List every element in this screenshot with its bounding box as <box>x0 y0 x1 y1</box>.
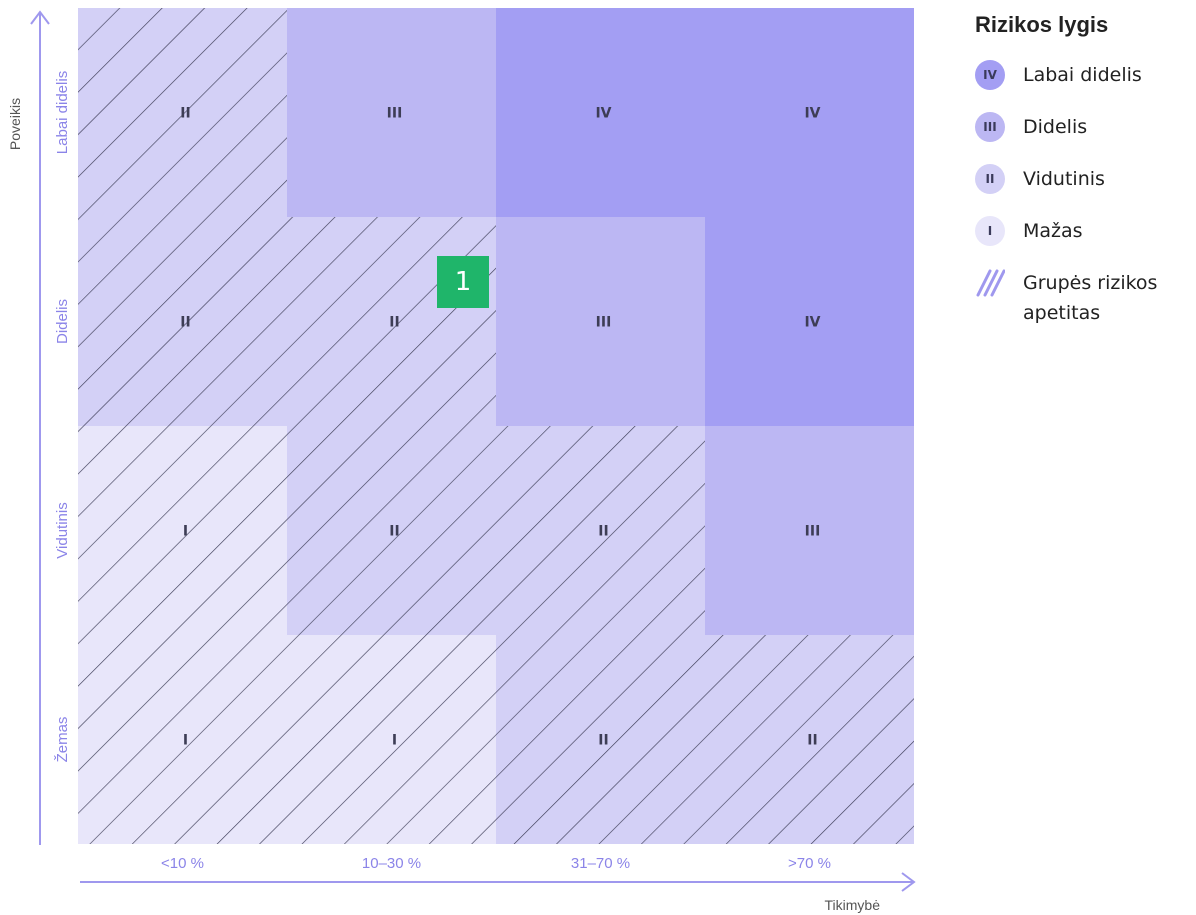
probability-level-label: 10–30 % <box>362 855 421 872</box>
appetite-hatch <box>496 426 705 635</box>
legend-symbol: I <box>987 224 993 238</box>
level-iii-swatch-icon: III <box>975 112 1005 142</box>
cell-level-label: II <box>180 315 190 331</box>
matrix-cell <box>705 426 914 635</box>
legend-symbol: IV <box>983 68 997 82</box>
appetite-hatch <box>78 217 287 426</box>
legend-title: Rizikos lygis <box>975 12 1109 37</box>
level-i-swatch-icon: I <box>975 216 1005 246</box>
matrix-cell <box>496 8 705 217</box>
appetite-hatch <box>287 217 496 426</box>
probability-level-label: <10 % <box>161 855 204 872</box>
cell-level-label: III <box>387 106 403 122</box>
appetite-hatch <box>287 426 496 635</box>
legend-label: Grupės rizikos apetitas <box>1023 272 1158 324</box>
appetite-hatch-layer <box>78 8 914 844</box>
x-axis-title: Tikimybė <box>825 897 881 913</box>
appetite-hatch <box>78 426 287 635</box>
impact-level-label: Didelis <box>54 299 71 344</box>
cell-level-label: II <box>180 106 190 122</box>
cell-level-label: II <box>389 524 399 540</box>
legend-label: Labai didelis <box>1023 64 1142 86</box>
y-axis <box>30 10 50 845</box>
cell-level-label: I <box>183 733 188 749</box>
cell-level-label: IV <box>804 315 820 331</box>
level-ii-swatch-icon: II <box>975 164 1005 194</box>
cell-level-label: I <box>392 733 397 749</box>
probability-level-label: >70 % <box>788 855 831 872</box>
callout-badge: 1 <box>437 256 489 308</box>
impact-level-label: Vidutinis <box>54 502 71 558</box>
appetite-hatch <box>705 635 914 844</box>
cell-level-label: IV <box>595 106 611 122</box>
appetite-hatch <box>78 8 287 217</box>
probability-axis-labels: <10 % 10–30 % 31–70 % >70 % <box>161 855 831 872</box>
legend: Rizikos lygis IV Labai didelis III Didel… <box>975 12 1190 350</box>
legend-symbol: II <box>985 172 995 186</box>
cell-level-label: II <box>389 315 399 331</box>
probability-level-label: 31–70 % <box>571 855 630 872</box>
legend-label: Mažas <box>1023 220 1083 242</box>
impact-axis-labels: Labai didelis Didelis Vidutinis Žemas <box>54 71 71 763</box>
cell-level-label: I <box>183 524 188 540</box>
legend-label: Didelis <box>1023 116 1088 138</box>
cell-level-label: II <box>807 733 817 749</box>
legend-item-iii: III Didelis <box>975 112 1190 142</box>
cell-level-label: II <box>598 733 608 749</box>
appetite-hatch <box>496 635 705 844</box>
matrix-cell <box>705 8 914 217</box>
legend-symbol: III <box>983 120 997 134</box>
legend-item-iv: IV Labai didelis <box>975 60 1190 90</box>
y-axis-title: Poveikis <box>7 98 23 150</box>
cell-level-label: IV <box>804 106 820 122</box>
appetite-hatch <box>78 635 287 844</box>
matrix-cell <box>496 217 705 426</box>
legend-item-i: I Mažas <box>975 216 1190 246</box>
cell-level-label: III <box>596 315 612 331</box>
impact-level-label: Labai didelis <box>54 71 71 154</box>
hatch-swatch-icon <box>975 268 1005 298</box>
matrix-cell <box>287 8 496 217</box>
x-axis <box>80 872 916 892</box>
cell-level-label: III <box>805 524 821 540</box>
callout-badge-label: 1 <box>454 267 472 297</box>
level-iv-swatch-icon: IV <box>975 60 1005 90</box>
legend-label: Vidutinis <box>1023 168 1105 190</box>
cell-level-label: II <box>598 524 608 540</box>
legend-item-ii: II Vidutinis <box>975 164 1190 194</box>
appetite-hatch <box>287 635 496 844</box>
matrix-cell <box>705 217 914 426</box>
impact-level-label: Žemas <box>54 717 71 763</box>
legend-item-appetite: Grupės rizikos apetitas <box>975 268 1190 328</box>
